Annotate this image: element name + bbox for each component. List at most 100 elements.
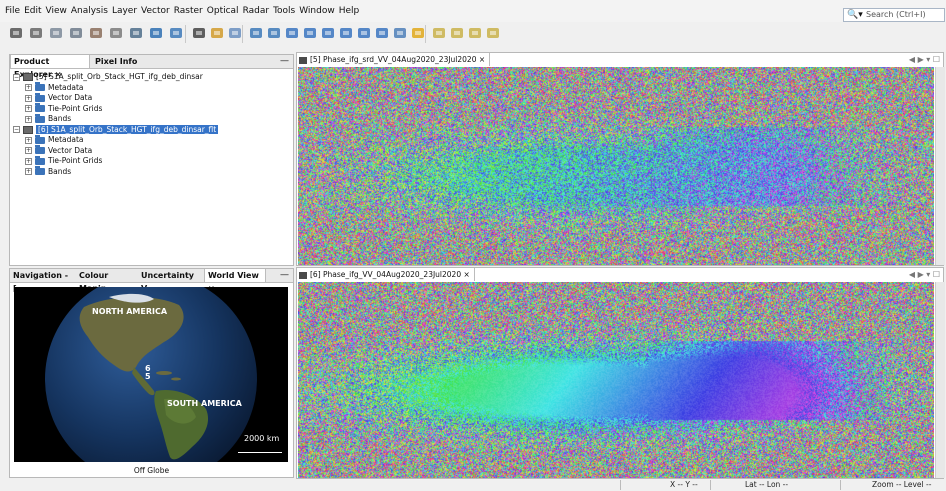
measure-icon[interactable] bbox=[410, 25, 426, 41]
tile-vertical-icon[interactable] bbox=[467, 25, 483, 41]
product-node[interactable]: − [6] S1A_split_Orb_Stack_HGT_ifg_deb_din… bbox=[13, 124, 219, 135]
menu-file[interactable]: File bbox=[5, 6, 21, 16]
world-view-globe[interactable]: NORTH AMERICA SOUTH AMERICA 6 5 2000 km bbox=[14, 273, 288, 485]
status-bar: X -- Y -- Lat -- Lon -- Zoom -- Level -- bbox=[0, 479, 946, 491]
expand-icon[interactable]: + bbox=[25, 168, 32, 175]
label-south-america: SOUTH AMERICA bbox=[167, 399, 242, 408]
pan-tool-icon[interactable] bbox=[209, 25, 225, 41]
menu-raster[interactable]: Raster bbox=[173, 6, 203, 16]
tab-phase-ifg-srd[interactable]: [5] Phase_ifg_srd_VV_04Aug2020_23Jul2020… bbox=[297, 53, 491, 66]
menu-help[interactable]: Help bbox=[338, 6, 360, 16]
minimize-button[interactable]: — bbox=[280, 270, 289, 280]
navigation-tabbar: Navigation - [... Colour Manip... Uncert… bbox=[10, 269, 293, 293]
interferogram-image[interactable] bbox=[298, 282, 934, 478]
folder-icon bbox=[35, 113, 45, 123]
tree-item-vector-data[interactable]: + Vector Data bbox=[25, 145, 92, 156]
magic-wand-icon[interactable] bbox=[374, 25, 390, 41]
tab-label: [5] Phase_ifg_srd_VV_04Aug2020_23Jul2020… bbox=[310, 55, 486, 64]
tree-item-bands[interactable]: + Bands bbox=[25, 113, 72, 124]
tree-item-label: Metadata bbox=[48, 82, 84, 92]
line-draw-icon[interactable] bbox=[284, 25, 300, 41]
range-finder-icon[interactable] bbox=[392, 25, 408, 41]
tab-pixel-info[interactable]: Pixel Info bbox=[95, 57, 138, 66]
menu-layer[interactable]: Layer bbox=[111, 6, 138, 16]
menu-view[interactable]: View bbox=[45, 6, 67, 16]
tree-item-metadata[interactable]: + Metadata bbox=[25, 134, 84, 145]
collocation-icon[interactable] bbox=[88, 25, 104, 41]
interferogram-canvas bbox=[298, 67, 934, 265]
tree-item-bands[interactable]: + Bands bbox=[25, 166, 71, 177]
tile-single-icon[interactable] bbox=[485, 25, 501, 41]
tree-item-tie-point-grids[interactable]: + Tie-Point Grids bbox=[25, 103, 102, 114]
view-controls[interactable]: ◀ ▶ ▾ ☐ bbox=[908, 55, 940, 64]
status-zoom: Zoom -- Level -- bbox=[872, 480, 932, 489]
graph-builder-icon[interactable] bbox=[68, 25, 84, 41]
right-side-panel-strip[interactable] bbox=[935, 282, 945, 478]
product-node[interactable]: − [5] S1A_split_Orb_Stack_HGT_ifg_deb_din… bbox=[13, 72, 203, 82]
pin-placing-icon[interactable] bbox=[248, 25, 264, 41]
folder-icon bbox=[35, 145, 45, 154]
polygon-draw-icon[interactable] bbox=[338, 25, 354, 41]
tab-navigation[interactable]: Navigation - [... bbox=[13, 271, 69, 293]
status-divider bbox=[710, 480, 711, 490]
expand-icon[interactable]: + bbox=[25, 136, 32, 144]
folder-icon bbox=[35, 82, 45, 91]
menu-radar[interactable]: Radar bbox=[242, 6, 270, 16]
menu-vector[interactable]: Vector bbox=[141, 6, 170, 16]
product-marker-5[interactable]: 5 bbox=[145, 372, 151, 381]
expand-icon[interactable]: + bbox=[25, 115, 32, 123]
collapse-icon[interactable]: − bbox=[13, 126, 20, 133]
menu-window[interactable]: Window bbox=[299, 6, 335, 16]
expand-icon[interactable]: + bbox=[25, 105, 32, 112]
view-controls[interactable]: ◀ ▶ ▾ ☐ bbox=[908, 270, 940, 279]
main-toolbar bbox=[0, 22, 946, 47]
tile-horizontal-icon[interactable] bbox=[449, 25, 465, 41]
collapse-icon[interactable]: − bbox=[13, 73, 20, 81]
gcp-icon[interactable] bbox=[108, 25, 124, 41]
tab-colour-manipulation[interactable]: Colour Manip... bbox=[79, 271, 116, 293]
gcp-tool-icon[interactable] bbox=[168, 25, 184, 41]
menu-analysis[interactable]: Analysis bbox=[70, 6, 108, 16]
tile-evenly-icon[interactable] bbox=[431, 25, 447, 41]
product-label: [6] S1A_split_Orb_Stack_HGT_ifg_deb_dins… bbox=[36, 124, 219, 134]
expand-icon[interactable]: + bbox=[25, 147, 32, 154]
tree-item-tie-point-grids[interactable]: + Tie-Point Grids bbox=[25, 155, 102, 166]
search-icon[interactable]: 🔍▾ bbox=[847, 10, 863, 20]
scale-label: 2000 km bbox=[244, 434, 280, 443]
expand-icon[interactable]: + bbox=[25, 84, 32, 91]
interferogram-image-srd[interactable] bbox=[298, 67, 934, 265]
tab-uncertainty-visualisation[interactable]: Uncertainty V... bbox=[141, 271, 195, 293]
select-tool-icon[interactable] bbox=[191, 25, 207, 41]
product-marker-6[interactable]: 6 bbox=[145, 364, 151, 373]
minimize-button[interactable]: — bbox=[280, 56, 289, 66]
rectangle-draw-icon[interactable] bbox=[320, 25, 336, 41]
product-icon bbox=[23, 73, 33, 81]
expand-icon[interactable]: + bbox=[25, 94, 32, 102]
tab-phase-ifg[interactable]: [6] Phase_ifg_VV_04Aug2020_23Jul2020 × bbox=[297, 268, 475, 281]
menu-edit[interactable]: Edit bbox=[24, 6, 42, 16]
menu-tools[interactable]: Tools bbox=[273, 6, 296, 16]
image-view-icon bbox=[299, 271, 307, 279]
tree-item-metadata[interactable]: + Metadata bbox=[25, 82, 84, 93]
menu-optical[interactable]: Optical bbox=[206, 6, 239, 16]
polyline-draw-icon[interactable] bbox=[302, 25, 318, 41]
toolbar-separator bbox=[185, 25, 186, 43]
image-view-icon bbox=[299, 56, 307, 64]
tab-world-view[interactable]: World View × bbox=[204, 269, 266, 293]
globe-icon[interactable] bbox=[128, 25, 144, 41]
gcp-placing-icon[interactable] bbox=[266, 25, 282, 41]
ellipse-draw-icon[interactable] bbox=[356, 25, 372, 41]
right-side-panel-strip[interactable] bbox=[935, 67, 945, 265]
image-view-phase: [6] Phase_ifg_VV_04Aug2020_23Jul2020 × ◀… bbox=[296, 267, 945, 479]
pin-icon[interactable] bbox=[148, 25, 164, 41]
save-product-icon[interactable] bbox=[28, 25, 44, 41]
open-product-icon[interactable] bbox=[8, 25, 24, 41]
search-field[interactable]: 🔍▾ Search (Ctrl+I) bbox=[843, 8, 945, 22]
tab-product-explorer[interactable]: Product Explorer × bbox=[10, 55, 90, 79]
tree-item-vector-data[interactable]: + Vector Data bbox=[25, 92, 92, 103]
expand-icon[interactable]: + bbox=[25, 157, 32, 165]
toolbar-separator bbox=[242, 25, 243, 43]
zoom-tool-icon[interactable] bbox=[227, 25, 243, 41]
tree-item-label: Bands bbox=[48, 114, 72, 123]
band-maths-icon[interactable] bbox=[48, 25, 64, 41]
